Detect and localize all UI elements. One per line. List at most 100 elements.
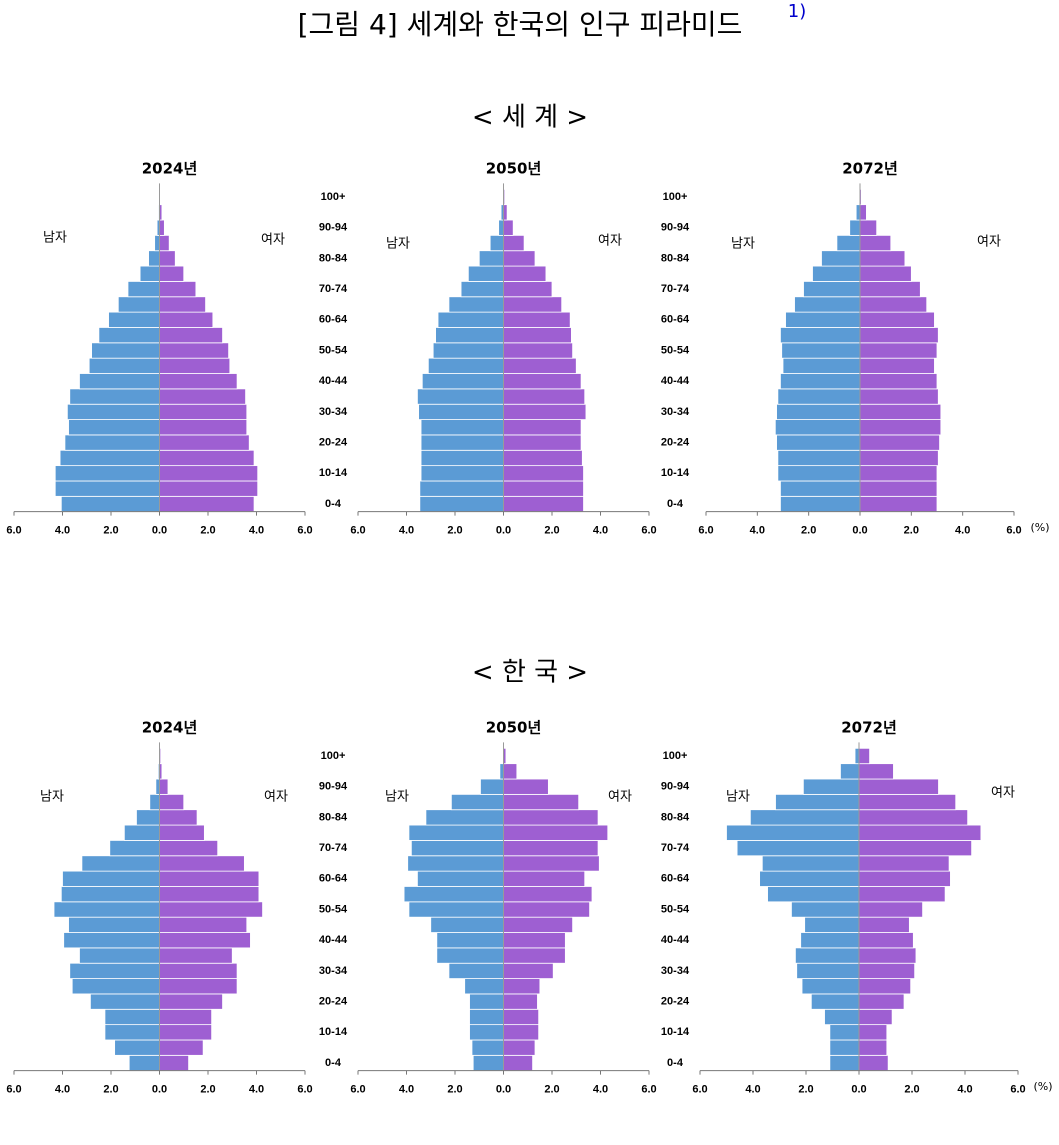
bar xyxy=(59,449,160,467)
bar xyxy=(159,1008,213,1026)
bar xyxy=(79,947,160,964)
bar xyxy=(478,250,504,267)
y-tick-label: 30-34 xyxy=(661,965,690,977)
bar xyxy=(503,962,554,979)
bar xyxy=(503,840,599,857)
bar xyxy=(802,778,860,795)
bar xyxy=(159,901,263,918)
bar xyxy=(159,855,245,872)
bar xyxy=(471,1039,504,1056)
bar xyxy=(503,778,549,795)
bar xyxy=(503,204,508,221)
bar xyxy=(460,281,504,298)
bar xyxy=(91,342,160,359)
bar xyxy=(159,824,205,841)
bar xyxy=(503,219,514,236)
bar xyxy=(859,281,921,298)
bar xyxy=(776,403,861,420)
bar xyxy=(139,265,160,282)
x-axis-label: (%) xyxy=(1030,521,1049,534)
bar xyxy=(858,793,957,811)
bar xyxy=(503,901,590,918)
y-tick-label: 60-64 xyxy=(661,873,690,885)
x-tick-label: 0.0 xyxy=(152,525,167,537)
bar xyxy=(503,870,586,887)
bar xyxy=(859,327,939,344)
bar xyxy=(88,357,160,374)
bar xyxy=(858,978,912,995)
bar xyxy=(420,465,504,482)
y-tick-label: 30-34 xyxy=(319,406,348,418)
bar xyxy=(159,373,238,390)
bar xyxy=(54,465,160,482)
y-tick-label: 50-54 xyxy=(319,344,348,356)
bar xyxy=(859,419,942,436)
bar xyxy=(759,870,860,887)
bar xyxy=(858,747,871,765)
bar xyxy=(60,495,160,513)
bar xyxy=(464,978,504,995)
bar xyxy=(858,855,950,872)
x-tick-label: 4.0 xyxy=(955,525,970,537)
x-tick-label: 2.0 xyxy=(103,525,118,537)
y-tick-label: 70-74 xyxy=(319,842,348,854)
x-tick-label: 6.0 xyxy=(297,525,312,537)
bar xyxy=(159,932,251,949)
bar xyxy=(859,465,938,482)
x-tick-label: 6.0 xyxy=(6,1084,21,1096)
bar xyxy=(408,824,504,841)
bar xyxy=(854,747,860,765)
x-axis-label: (%) xyxy=(1033,1080,1052,1093)
bar xyxy=(503,947,566,964)
bar xyxy=(503,281,553,298)
y-tick-label: 60-64 xyxy=(661,314,690,326)
bar xyxy=(503,793,580,811)
bar xyxy=(430,916,504,933)
bar xyxy=(503,373,582,390)
bar xyxy=(127,281,160,298)
chart-title: 2072년 xyxy=(842,160,898,178)
y-tick-label: 80-84 xyxy=(319,811,348,823)
bar xyxy=(761,855,860,872)
bar xyxy=(781,342,861,359)
bar xyxy=(780,480,861,497)
bar xyxy=(859,403,942,420)
legend-label: 남자 xyxy=(40,790,64,805)
bar xyxy=(159,234,170,252)
x-tick-label: 4.0 xyxy=(593,1084,608,1096)
legend-label: 남자 xyxy=(386,237,410,252)
y-tick-label: 50-54 xyxy=(319,903,348,915)
bar xyxy=(749,809,860,826)
bar xyxy=(63,932,160,949)
bar xyxy=(503,480,584,497)
bar xyxy=(859,388,939,405)
y-tick-label: 20-24 xyxy=(661,996,690,1008)
x-tick-label: 4.0 xyxy=(55,1084,70,1096)
bar xyxy=(858,947,917,964)
bar xyxy=(108,311,160,328)
x-tick-label: 4.0 xyxy=(593,525,608,537)
bar xyxy=(53,901,160,918)
x-tick-label: 0.0 xyxy=(496,525,511,537)
bar xyxy=(782,357,861,374)
bar xyxy=(60,886,160,903)
bar xyxy=(821,250,861,267)
bar xyxy=(777,465,861,482)
bar xyxy=(801,978,860,995)
bar xyxy=(403,886,504,903)
chart-title: 2050년 xyxy=(486,160,542,178)
x-tick-label: 2.0 xyxy=(801,525,816,537)
bar xyxy=(503,342,574,359)
bar xyxy=(829,1039,860,1056)
bar xyxy=(503,419,582,436)
bar xyxy=(64,434,160,451)
y-tick-label: 0-4 xyxy=(325,1057,342,1069)
bar xyxy=(859,250,906,267)
bar xyxy=(775,793,860,811)
bar xyxy=(420,449,504,467)
bar xyxy=(858,778,939,795)
bar xyxy=(159,357,231,374)
bar xyxy=(159,265,185,282)
bar xyxy=(159,342,230,359)
